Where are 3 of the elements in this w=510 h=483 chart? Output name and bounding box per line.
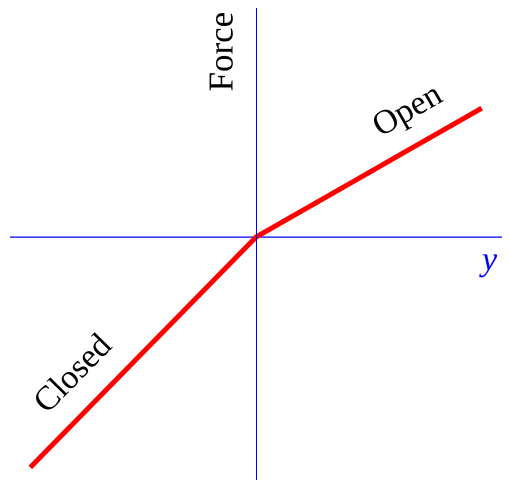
annotation: Open: [366, 75, 448, 144]
y-axis-title: Force: [202, 12, 240, 92]
x-axis-title: y: [479, 241, 498, 278]
